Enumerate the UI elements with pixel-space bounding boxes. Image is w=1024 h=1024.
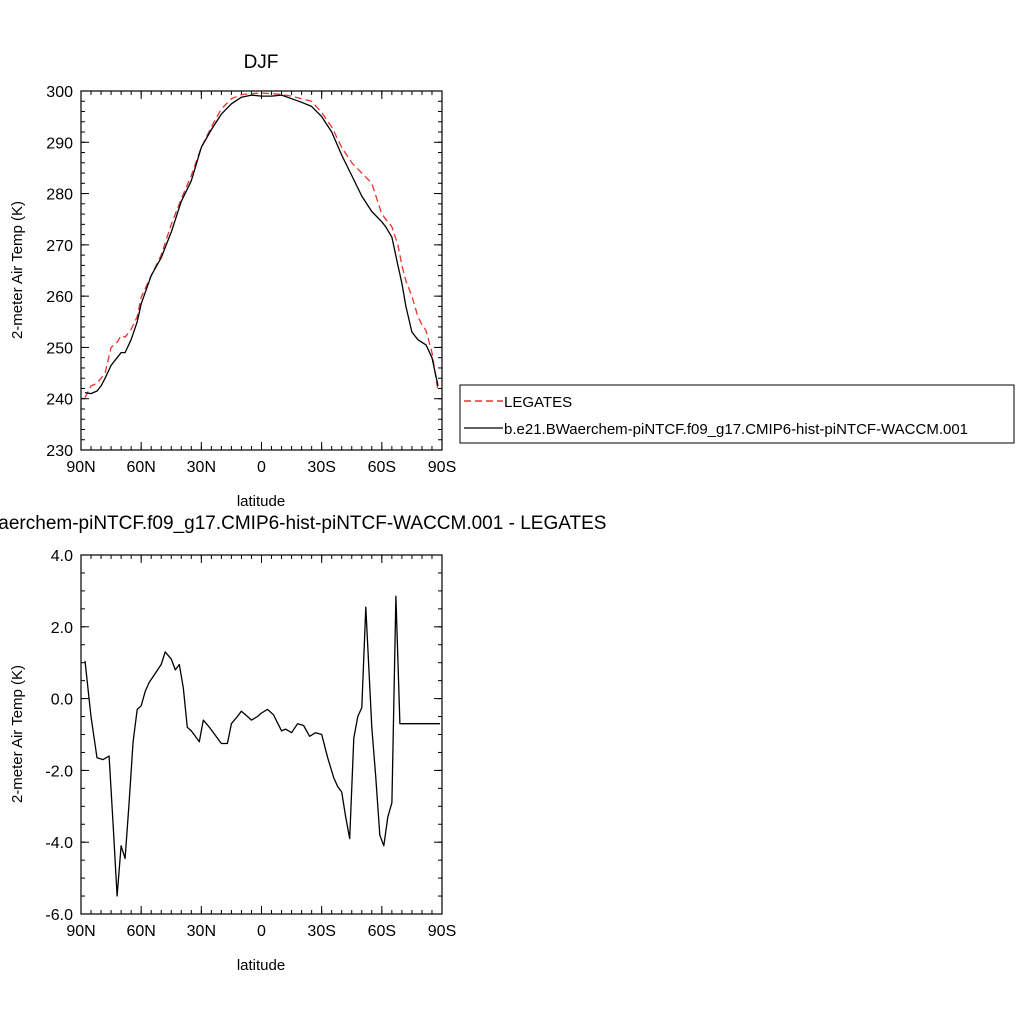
top-y-tick-label: 240 [46,392,73,409]
top-x-tick-label: 60S [368,459,396,476]
bottom-y-tick-label: -6.0 [45,907,73,924]
difference-panel: b.e21.BWaerchem-piNTCF.f09_g17.CMIP6-his… [0,513,606,974]
bottom-x-axis-label: latitude [237,957,285,974]
legend-box [459,384,1015,444]
top-x-tick-label: 90S [428,459,456,476]
bottom-y-tick-label: -2.0 [45,763,73,780]
bottom-x-tick-label: 30S [307,923,335,940]
bottom-series-layer [84,595,440,897]
top-x-tick-label: 30S [307,459,335,476]
temperature-panel: DJF 90N 60N 30N 0 30S 60S 90S 230 240 250 260 270 28… [9,52,1015,510]
bottom-y-tick-label: 0.0 [51,692,73,709]
bottom-x-tick-label: 90N [66,923,95,940]
top-x-tick-label: 30N [187,459,216,476]
top-y-tick-label: 300 [46,84,73,101]
top-y-axis-label: 2-meter Air Temp (K) [9,201,26,339]
bottom-y-tick-label: -4.0 [45,835,73,852]
top-y-tick-label: 280 [46,187,73,204]
bottom-x-tick-label: 0 [257,923,266,940]
top-y-tick-label: 290 [46,135,73,152]
top-x-tick-label: 90N [66,459,95,476]
bottom-x-tick-label: 60N [126,923,155,940]
top-plot-frame: 90N 60N 30N 0 30S 60S 90S 230 240 250 260 270 280 290… [46,84,456,476]
bottom-x-tick-label: 60S [368,923,396,940]
bottom-x-tick-label: 90S [428,923,456,940]
top-plot-border [80,90,443,451]
bottom-y-tick-label: 4.0 [51,548,73,565]
top-y-tick-label: 260 [46,289,73,306]
bottom-series-line-difference [84,595,440,897]
top-x-axis-label: latitude [237,493,285,510]
top-y-tick-label: 270 [46,238,73,255]
top-x-tick-label: 60N [126,459,155,476]
top-chart-title: DJF [244,52,279,73]
bottom-y-axis-label: 2-meter Air Temp (K) [9,665,26,803]
top-x-tick-label: 0 [257,459,266,476]
legend-label-legates: LEGATES [504,394,572,411]
legend-label-model: b.e21.BWaerchem-piNTCF.f09_g17.CMIP6-his… [504,421,968,438]
top-series-line-legates [84,92,439,398]
top-y-tick-label: 230 [46,443,73,460]
bottom-chart-title: b.e21.BWaerchem-piNTCF.f09_g17.CMIP6-his… [0,513,606,534]
top-series-line-model [84,94,439,395]
bottom-x-tick-label: 30N [187,923,216,940]
top-series-layer [84,92,439,398]
legend: LEGATES b.e21.BWaerchem-piNTCF.f09_g17.C… [459,384,1015,444]
bottom-plot-frame: 90N 60N 30N 0 30S 60S 90S -6.0 -4.0 -2.0 0.0 2.0 4.0 [45,548,456,940]
top-y-tick-label: 250 [46,340,73,357]
bottom-y-tick-label: 2.0 [51,620,73,637]
bottom-plot-border [80,554,443,915]
